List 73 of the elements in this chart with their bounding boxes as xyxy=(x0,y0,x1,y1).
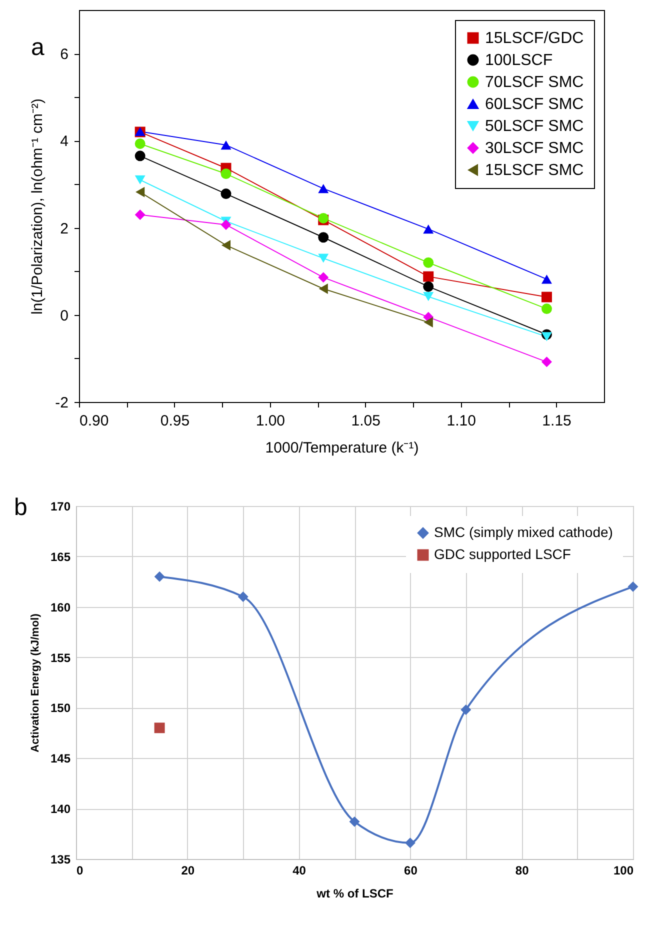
y-tick-label: 135 xyxy=(50,852,71,866)
legend-label: 15LSCF/GDC xyxy=(485,30,584,47)
x-tick-label: 0.90 xyxy=(80,412,109,430)
point xyxy=(424,317,433,328)
point xyxy=(318,184,329,194)
point xyxy=(460,704,472,715)
point xyxy=(423,224,434,234)
x-tick-label: 40 xyxy=(292,864,306,878)
point xyxy=(134,175,146,184)
point xyxy=(220,219,232,230)
x-tick-label: 0.95 xyxy=(160,412,190,430)
x-tick-label: 1.15 xyxy=(542,412,572,430)
point xyxy=(541,292,552,302)
point xyxy=(220,168,232,180)
point xyxy=(318,272,329,283)
y-tick-label: 145 xyxy=(50,752,71,766)
y-tick-label: -2 xyxy=(55,394,68,412)
legend-label: 70LSCF SMC xyxy=(485,74,584,91)
x-tick-label: 0 xyxy=(76,864,84,878)
point xyxy=(318,232,329,243)
legend-label: 30LSCF SMC xyxy=(485,140,584,157)
point xyxy=(541,356,552,368)
point xyxy=(541,304,552,314)
point xyxy=(134,138,146,149)
point xyxy=(404,838,416,848)
y-tick-label: 160 xyxy=(50,600,71,614)
y-tick-label: 155 xyxy=(50,650,71,665)
x-tick-label: 80 xyxy=(515,864,530,878)
point xyxy=(136,186,145,198)
x-tick-label: 1.05 xyxy=(351,412,380,430)
y-axis-title: ln(1/Polarization), ln(ohm⁻¹ cm⁻²) xyxy=(29,98,46,314)
point xyxy=(220,140,232,150)
x-tick-label: 60 xyxy=(404,864,418,878)
y-tick-label: 140 xyxy=(50,802,71,816)
x-tick-label: 1.10 xyxy=(446,412,476,430)
y-tick-label: 6 xyxy=(60,46,68,64)
point xyxy=(154,722,165,734)
legend-label: 50LSCF SMC xyxy=(485,118,584,135)
point xyxy=(423,281,434,292)
point xyxy=(238,592,248,602)
y-tick-label: 4 xyxy=(60,133,68,150)
point xyxy=(541,274,552,284)
x-tick-label: 100 xyxy=(613,864,634,878)
point xyxy=(318,254,329,263)
legend-label: GDC supported LSCF xyxy=(434,546,571,562)
point xyxy=(220,188,232,200)
y-tick-label: 150 xyxy=(50,701,71,716)
point xyxy=(423,257,434,268)
x-axis-title: 1000/Temperature (k⁻¹) xyxy=(265,440,419,456)
x-axis-title: wt % of LSCF xyxy=(316,886,394,900)
legend-label: 15LSCF SMC xyxy=(485,162,584,179)
point xyxy=(349,816,360,827)
legend-label: SMC (simply mixed cathode) xyxy=(434,524,613,540)
legend-label: 100LSCF xyxy=(485,52,553,69)
point xyxy=(318,284,328,294)
y-tick-label: 165 xyxy=(50,550,71,564)
point xyxy=(154,571,165,582)
y-tick-label: 0 xyxy=(60,307,68,324)
point xyxy=(423,292,434,302)
point xyxy=(628,581,638,592)
y-tick-label: 170 xyxy=(50,500,71,514)
x-tick-label: 20 xyxy=(181,864,195,878)
point xyxy=(423,271,434,282)
point xyxy=(134,150,146,162)
point xyxy=(541,332,552,342)
point xyxy=(221,240,231,250)
point xyxy=(134,209,146,220)
chart-title: b xyxy=(14,494,28,521)
y-tick-label: 2 xyxy=(60,220,68,238)
text: a xyxy=(31,34,45,61)
y-axis-title: Activation Energy (kJ/mol) xyxy=(29,613,42,752)
x-tick-label: 1.00 xyxy=(256,412,286,430)
legend-label: 60LSCF SMC xyxy=(485,96,584,113)
